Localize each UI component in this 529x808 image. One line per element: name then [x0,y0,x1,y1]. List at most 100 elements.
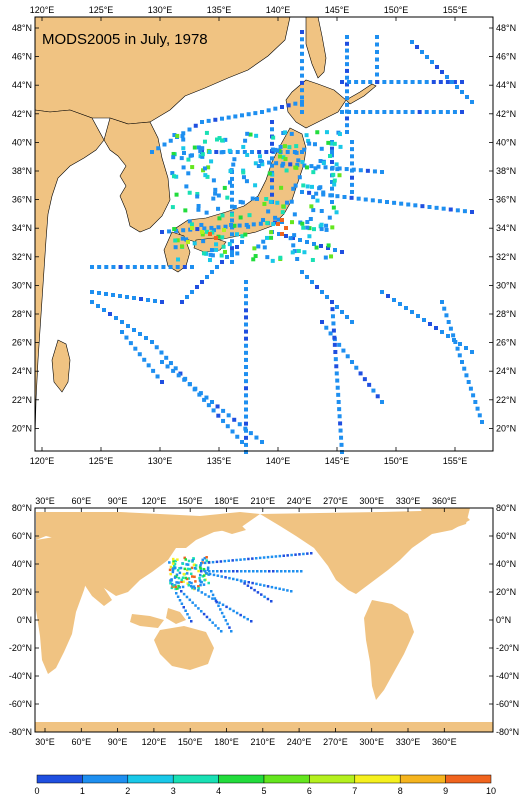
observation-point [286,103,291,108]
lon-tick-label-top: 145°E [325,5,350,15]
observation-point [480,420,484,424]
observation-point [323,255,328,260]
observation-point [244,365,248,369]
observation-point [236,570,239,573]
observation-point [302,163,307,168]
observation-point [319,222,324,227]
observation-point [444,313,449,318]
observation-point [162,142,167,147]
observation-point [181,146,186,151]
observation-point [204,210,209,215]
observation-point [350,147,354,152]
observation-point [226,413,231,418]
observation-point [234,232,239,237]
observation-point [233,114,238,119]
observation-point [287,145,292,150]
observation-point [309,184,314,189]
observation-point [350,360,354,364]
lat-tick-label-left: 34°N [12,223,32,233]
observation-point [292,233,297,238]
observation-point [274,586,278,590]
observation-point [235,251,240,256]
observation-point [207,581,210,585]
observation-point [317,186,322,191]
observation-point [290,220,295,225]
observation-point [250,150,254,154]
observation-point [326,243,331,248]
observation-point [267,160,272,165]
observation-point [244,421,248,426]
observation-point [214,236,218,240]
lon-tick-label-bottom: 125°E [89,456,114,466]
observation-point [300,150,304,154]
observation-point [216,413,221,418]
lat-tick-label-right: 40°N [496,559,516,569]
observation-point [274,555,278,558]
observation-point [168,138,173,143]
observation-point [261,217,266,222]
observation-point [183,556,186,560]
colorbar-label: 2 [125,786,130,796]
observation-point [154,345,159,350]
observation-point [144,336,148,340]
observation-point [167,229,172,234]
observation-point [305,225,310,230]
colorbar-label: 5 [261,786,266,796]
observation-point [468,386,473,391]
observation-point [305,240,309,244]
observation-point [189,222,194,227]
observation-point [215,404,220,409]
lon-tick-label-bottom: 60°E [71,737,91,747]
observation-point [232,577,235,581]
observation-point [207,258,212,263]
observation-point [196,203,201,208]
observation-point [244,280,248,284]
observation-point [296,158,301,163]
observation-point [181,137,186,142]
observation-point [296,248,301,253]
observation-point [191,575,194,578]
observation-point [181,150,186,155]
observation-point [254,196,259,201]
observation-point [389,80,394,84]
lat-tick-label-right: 20°N [496,423,516,433]
observation-point [230,239,234,244]
observation-point [219,138,224,143]
observation-point [329,254,334,259]
observation-point [371,388,376,393]
observation-point [462,209,467,214]
observation-point [256,164,261,169]
observation-point [291,236,295,240]
lat-tick-label-right: -20°N [496,643,519,653]
observation-point [202,226,207,231]
observation-point [244,336,248,341]
observation-point [330,200,334,204]
observation-point [188,567,192,571]
observation-point [410,310,414,314]
observation-point [440,330,444,334]
observation-point [200,146,205,151]
lon-tick-label-top: 125°E [89,5,114,15]
observation-point [205,572,208,575]
lat-tick-label-left: 40°N [12,559,32,569]
observation-point [295,162,300,167]
observation-point [329,141,334,146]
observation-point [276,222,280,226]
lat-tick-label-right: 20°N [496,587,516,597]
observation-point [200,570,203,573]
observation-point [256,244,261,249]
observation-point [175,581,178,584]
observation-point [452,80,457,84]
lat-tick-label-left: 0°N [17,615,32,625]
observation-point [170,171,175,176]
lon-tick-label-bottom: 155°E [443,456,468,466]
observation-point [168,265,173,269]
observation-point [146,298,150,302]
observation-point [120,330,124,334]
global-map-axes: 30°E 30°E 60°E 60°E 90°E 90°E 120°E 120°E 150°E 1… [9,496,519,747]
observation-point [124,335,129,340]
observation-point [410,110,415,114]
observation-point [206,165,211,170]
observation-point [333,248,337,252]
observation-point [200,610,203,613]
